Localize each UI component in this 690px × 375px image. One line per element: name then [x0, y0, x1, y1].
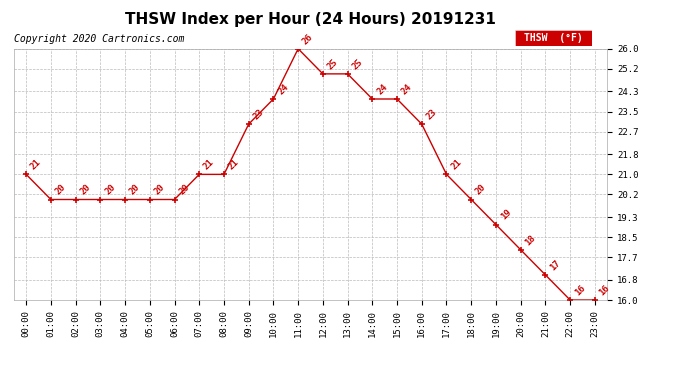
Text: 21: 21	[227, 158, 241, 172]
Text: 24: 24	[375, 82, 389, 96]
Text: 20: 20	[128, 183, 142, 197]
Text: 26: 26	[301, 32, 315, 46]
Text: 17: 17	[548, 258, 562, 272]
Text: 24: 24	[276, 82, 290, 96]
Text: 23: 23	[424, 107, 439, 122]
Text: 23: 23	[251, 107, 266, 122]
Text: 21: 21	[202, 158, 216, 172]
Text: 18: 18	[524, 233, 538, 247]
Text: 24: 24	[400, 82, 414, 96]
Text: 25: 25	[326, 57, 339, 71]
Text: 25: 25	[351, 57, 364, 71]
Text: 19: 19	[499, 208, 513, 222]
Text: 20: 20	[54, 183, 68, 197]
Text: 20: 20	[152, 183, 166, 197]
Text: Copyright 2020 Cartronics.com: Copyright 2020 Cartronics.com	[14, 34, 184, 44]
Text: 20: 20	[177, 183, 191, 197]
Text: 16: 16	[598, 283, 611, 297]
Text: 21: 21	[449, 158, 463, 172]
Text: 20: 20	[103, 183, 117, 197]
Text: 16: 16	[573, 283, 587, 297]
Text: 21: 21	[29, 158, 43, 172]
Text: 20: 20	[79, 183, 92, 197]
Text: 20: 20	[474, 183, 488, 197]
Title: THSW Index per Hour (24 Hours) 20191231: THSW Index per Hour (24 Hours) 20191231	[125, 12, 496, 27]
